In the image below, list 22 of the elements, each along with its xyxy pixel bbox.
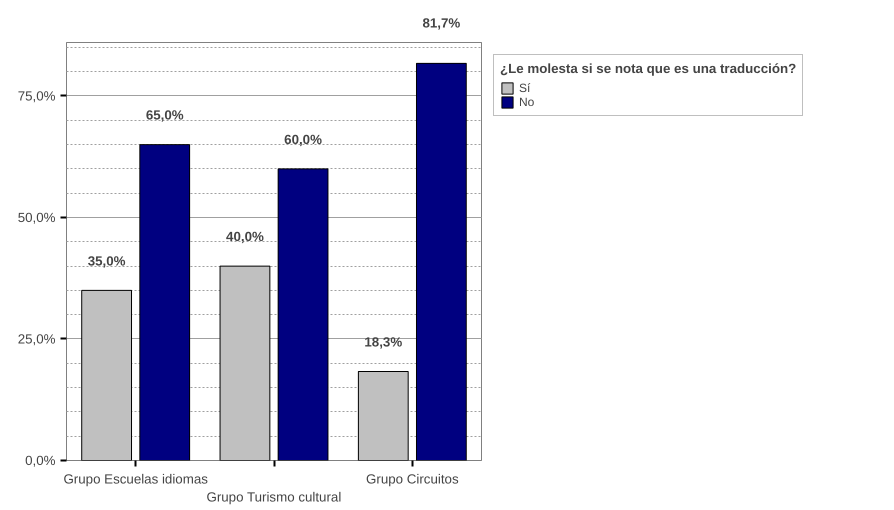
text: 40,0% xyxy=(226,229,264,244)
bar xyxy=(139,144,190,460)
y-tick-label: 50,0% xyxy=(18,210,56,225)
legend-label: No xyxy=(519,95,536,109)
text: 35,0% xyxy=(88,253,126,268)
x-tick-label: Grupo Circuitos xyxy=(366,472,459,486)
legend-label: Sí xyxy=(519,81,532,95)
bar xyxy=(81,290,132,460)
y-tick-label: 75,0% xyxy=(18,88,56,104)
text: 60,0% xyxy=(284,132,322,147)
y-tick-label: 25,0% xyxy=(18,331,56,346)
text: 81,7% xyxy=(422,16,460,30)
legend-title: ¿Le molesta si se nota que es una traducción? xyxy=(500,61,796,76)
x-tick-label: Grupo Turismo cultural xyxy=(206,490,342,504)
x-tick-label: Grupo Escuelas idiomas xyxy=(63,472,208,486)
y-tick-label: 0,0% xyxy=(25,453,56,468)
bar xyxy=(278,168,328,460)
bar xyxy=(358,371,409,460)
bar xyxy=(220,266,270,460)
bar xyxy=(416,62,467,460)
text: 18,3% xyxy=(364,334,402,350)
text: 65,0% xyxy=(146,108,184,123)
